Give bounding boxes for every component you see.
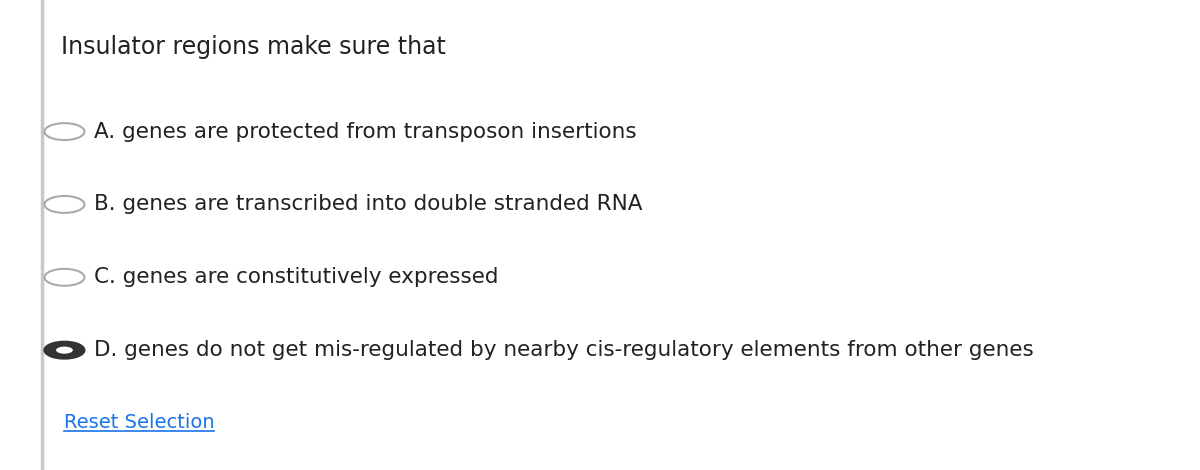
Circle shape [44, 196, 84, 213]
Circle shape [44, 342, 84, 359]
Text: A. genes are protected from transposon insertions: A. genes are protected from transposon i… [95, 122, 637, 141]
Text: Insulator regions make sure that: Insulator regions make sure that [61, 35, 446, 59]
Circle shape [44, 269, 84, 286]
Circle shape [56, 346, 73, 354]
Text: Reset Selection: Reset Selection [65, 414, 215, 432]
Text: D. genes do not get mis-regulated by nearby cis-regulatory elements from other g: D. genes do not get mis-regulated by nea… [95, 340, 1034, 360]
Text: C. genes are constitutively expressed: C. genes are constitutively expressed [95, 267, 499, 287]
Text: B. genes are transcribed into double stranded RNA: B. genes are transcribed into double str… [95, 195, 643, 214]
Circle shape [44, 123, 84, 140]
